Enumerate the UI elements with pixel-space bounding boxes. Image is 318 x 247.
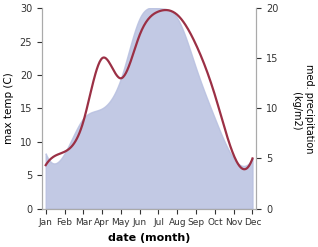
Y-axis label: max temp (C): max temp (C) [4, 72, 14, 144]
Y-axis label: med. precipitation
 (kg/m2): med. precipitation (kg/m2) [292, 64, 314, 153]
X-axis label: date (month): date (month) [108, 233, 190, 243]
